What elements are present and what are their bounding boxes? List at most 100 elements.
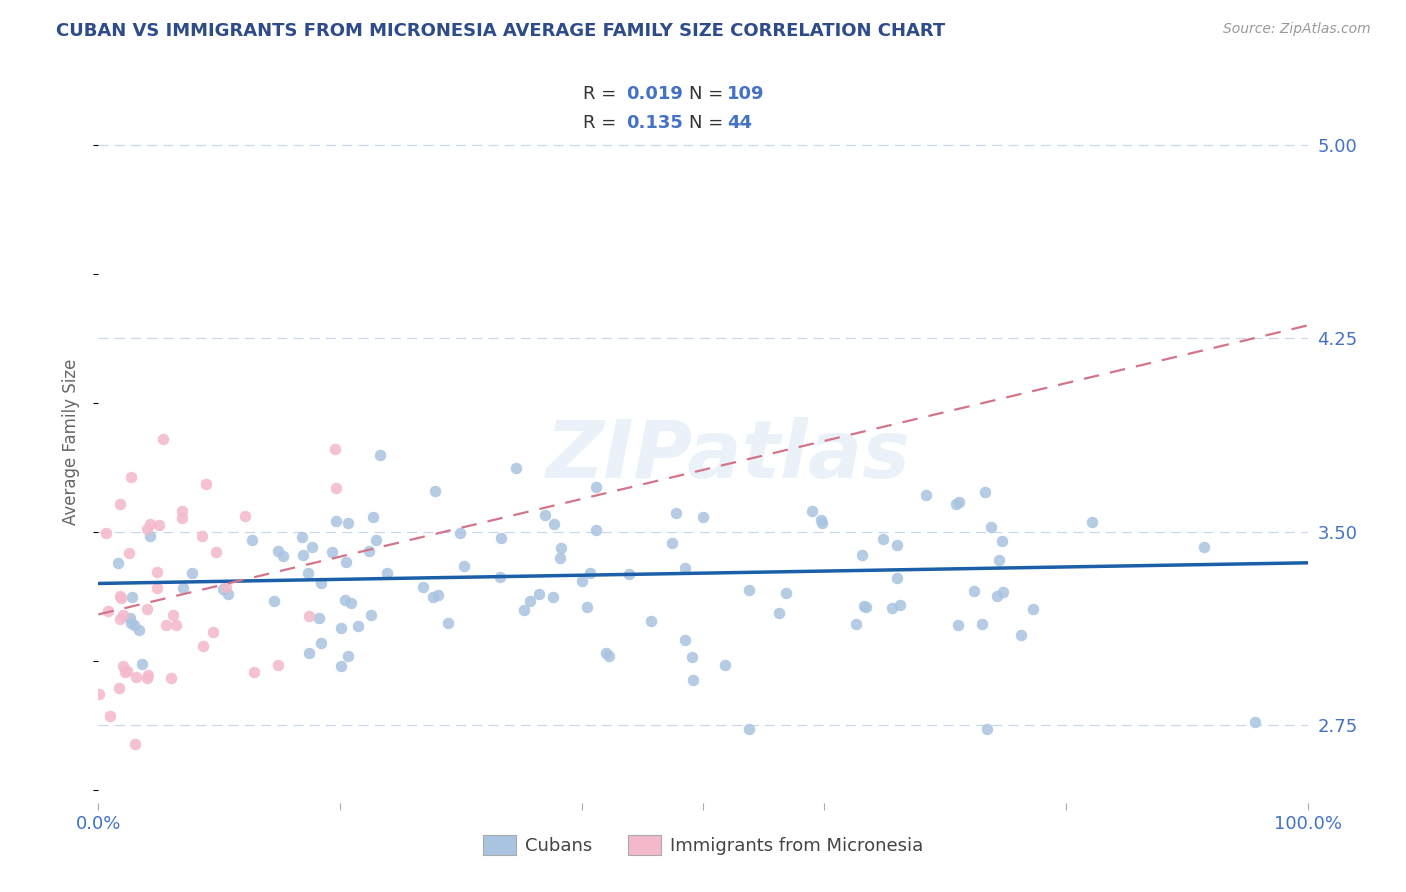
Point	[541, 590, 564, 604]
Point	[87, 687, 110, 701]
Point	[138, 517, 160, 532]
Point	[346, 619, 368, 633]
Point	[737, 722, 759, 736]
Point	[1010, 628, 1032, 642]
Point	[598, 648, 620, 663]
Point	[107, 557, 129, 571]
Point	[340, 596, 363, 610]
Point	[619, 567, 641, 582]
Point	[96, 525, 118, 540]
Point	[801, 504, 824, 518]
Text: R =: R =	[583, 85, 623, 103]
Point	[852, 599, 875, 613]
Point	[311, 576, 333, 591]
Point	[1022, 601, 1045, 615]
Text: 109: 109	[727, 85, 765, 103]
Point	[170, 504, 193, 518]
Point	[692, 509, 714, 524]
Point	[291, 548, 314, 562]
Point	[948, 494, 970, 508]
Point	[548, 550, 571, 565]
Point	[453, 559, 475, 574]
Point	[855, 599, 877, 614]
Point	[108, 497, 131, 511]
Point	[1243, 715, 1265, 730]
Point	[152, 432, 174, 446]
Point	[217, 587, 239, 601]
Point	[366, 533, 388, 547]
Point	[273, 549, 295, 564]
Point	[162, 607, 184, 622]
Point	[775, 586, 797, 600]
Point	[661, 536, 683, 550]
Point	[215, 580, 238, 594]
Text: R =: R =	[583, 114, 623, 132]
Point	[361, 510, 384, 524]
Point	[423, 484, 446, 499]
Point	[112, 658, 135, 673]
Point	[325, 442, 347, 456]
Point	[267, 543, 290, 558]
Point	[714, 657, 737, 672]
Point	[291, 530, 314, 544]
Point	[1080, 515, 1102, 529]
Point	[489, 531, 512, 545]
Point	[146, 581, 169, 595]
Point	[422, 591, 444, 605]
Point	[122, 617, 145, 632]
Point	[120, 615, 142, 630]
Point	[673, 561, 696, 575]
Point	[108, 611, 131, 625]
Point	[585, 480, 607, 494]
Point	[991, 533, 1014, 548]
Point	[889, 598, 911, 612]
Text: ZIPatlas: ZIPatlas	[544, 417, 910, 495]
Point	[165, 618, 187, 632]
Point	[377, 566, 399, 580]
Point	[449, 525, 471, 540]
Point	[266, 657, 288, 672]
Point	[360, 608, 382, 623]
Point	[97, 604, 120, 618]
Point	[136, 671, 159, 685]
Point	[872, 532, 894, 546]
Point	[108, 681, 131, 695]
Point	[851, 549, 873, 563]
Point	[976, 722, 998, 736]
Point	[117, 665, 139, 679]
Text: N =: N =	[689, 85, 728, 103]
Point	[519, 593, 541, 607]
Point	[98, 709, 121, 723]
Point	[882, 600, 904, 615]
Text: N =: N =	[689, 114, 728, 132]
Point	[191, 639, 214, 653]
Point	[335, 556, 357, 570]
Point	[321, 545, 343, 559]
Point	[160, 671, 183, 685]
Point	[359, 544, 381, 558]
Point	[110, 591, 132, 605]
Point	[325, 515, 347, 529]
Point	[595, 646, 617, 660]
Point	[148, 517, 170, 532]
Point	[980, 520, 1002, 534]
Point	[263, 593, 285, 607]
Point	[571, 574, 593, 589]
Point	[489, 570, 512, 584]
Point	[172, 581, 194, 595]
Point	[330, 659, 353, 673]
Point	[810, 513, 832, 527]
Point	[665, 506, 688, 520]
Point	[682, 673, 704, 687]
Point	[242, 533, 264, 547]
Point	[945, 497, 967, 511]
Point	[550, 541, 572, 556]
Point	[533, 508, 555, 522]
Point	[886, 538, 908, 552]
Point	[128, 623, 150, 637]
Point	[212, 582, 235, 596]
Point	[336, 516, 359, 530]
Point	[309, 636, 332, 650]
Point	[108, 589, 131, 603]
Point	[368, 448, 391, 462]
